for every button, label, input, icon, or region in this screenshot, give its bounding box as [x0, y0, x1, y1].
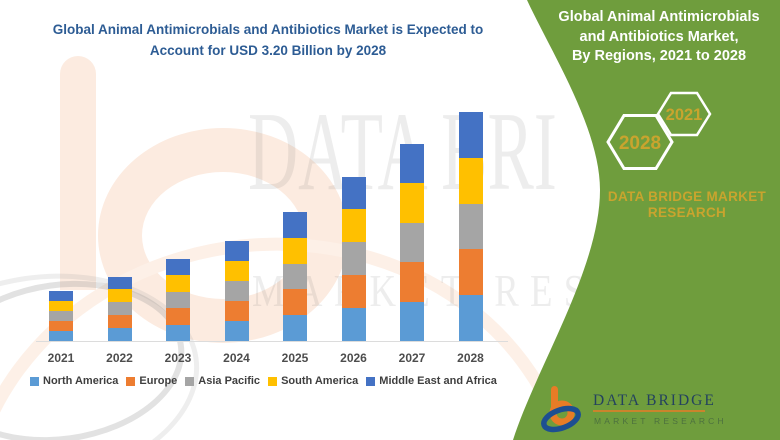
stacked-bar-2028 [458, 112, 483, 341]
bar-segment-europe [458, 249, 483, 296]
x-axis-tick-label: 2023 [164, 351, 192, 365]
x-axis-tick-label: 2025 [281, 351, 309, 365]
panel-title-line1: Global Animal Antimicrobials [558, 9, 760, 25]
bar-segment-europe [166, 308, 190, 325]
bar-segment-south-america [166, 275, 190, 292]
bar-segment-north-america [224, 321, 249, 341]
stacked-bar-2025 [283, 212, 307, 341]
bar-segment-south-america [107, 289, 132, 303]
x-axis-tick-label: 2028 [457, 351, 484, 365]
stacked-bar-2024 [224, 241, 249, 341]
legend-label: Asia Pacific [198, 375, 261, 387]
panel-brand-line2: RESEARCH [647, 205, 727, 220]
legend-swatch [366, 376, 376, 386]
stacked-bar-2027 [400, 144, 424, 341]
bar-segment-europe [224, 301, 249, 321]
bar-segment-asia-pacific [224, 281, 249, 301]
legend-item-north-america: North America [30, 375, 118, 387]
bar-segment-middle-east-and-africa [400, 144, 424, 184]
x-axis-tick-label: 2026 [340, 351, 367, 365]
panel-brand-name: DATA BRIDGE MARKET RESEARCH [602, 189, 772, 221]
panel-title: Global Animal Antimicrobials and Antibio… [543, 8, 775, 67]
legend-item-asia-pacific: Asia Pacific [185, 375, 260, 387]
year-badges: 2021 2028 [606, 91, 712, 170]
badge-start-year-label: 2021 [666, 106, 703, 124]
bar-segment-middle-east-and-africa [283, 212, 307, 238]
bar-segment-south-america [341, 209, 366, 243]
bar-segment-europe [49, 321, 73, 331]
data-bridge-logo-mark [541, 386, 581, 433]
bar-segment-europe [283, 289, 307, 316]
bar-segment-asia-pacific [107, 302, 132, 316]
stacked-bar-2021 [49, 291, 73, 341]
bar-segment-middle-east-and-africa [341, 176, 366, 210]
legend-label: South America [281, 375, 359, 387]
badge-end-year-label: 2028 [619, 133, 661, 154]
x-axis-tick-label: 2024 [223, 351, 250, 365]
legend-item-europe: Europe [126, 375, 177, 387]
chart-title: Global Animal Antimicrobials and Antibio… [28, 19, 508, 61]
bar-segment-north-america [458, 295, 483, 341]
bar-segment-north-america [400, 301, 424, 341]
bar-segment-south-america [283, 237, 307, 264]
bar-segment-asia-pacific [166, 291, 190, 308]
bar-segment-south-america [49, 301, 73, 311]
bar-segment-asia-pacific [458, 203, 483, 250]
bar-segment-middle-east-and-africa [107, 276, 132, 290]
bar-segment-north-america [283, 315, 307, 341]
chart-title-line2: Account for USD 3.20 Billion by 2028 [149, 43, 387, 58]
chart-legend: North America Europe Asia Pacific South Ame… [30, 375, 497, 387]
stacked-bar-2026 [341, 176, 366, 341]
stacked-bar-2022 [107, 276, 132, 341]
bar-segment-europe [400, 262, 424, 302]
bar-segment-north-america [49, 331, 73, 341]
bar-segment-north-america [166, 324, 190, 341]
panel-title-line3: By Regions, 2021 to 2028 [571, 48, 747, 64]
bar-segment-europe [107, 315, 132, 329]
chart-title-line1: Global Animal Antimicrobials and Antibio… [52, 22, 484, 37]
bar-segment-asia-pacific [283, 263, 307, 290]
bar-segment-north-america [341, 308, 366, 341]
legend-item-south-america: South America [268, 375, 358, 387]
bar-segment-middle-east-and-africa [166, 258, 190, 275]
bar-segment-middle-east-and-africa [458, 112, 483, 158]
bar-segment-europe [341, 275, 366, 309]
x-axis-tick-label: 2022 [106, 351, 133, 365]
x-axis-tick-label: 2027 [398, 351, 426, 365]
legend-swatch [30, 376, 39, 386]
logo-subtitle-label: MARKET RESEARCH [594, 416, 727, 426]
bar-segment-south-america [224, 261, 249, 281]
bar-segment-middle-east-and-africa [224, 241, 249, 261]
bar-segment-middle-east-and-africa [49, 291, 73, 301]
legend-item-middle-east-and-africa: Middle East and Africa [366, 375, 497, 387]
stacked-bar-2023 [166, 258, 190, 341]
logo-name-label: DATA BRIDGE [593, 392, 716, 409]
bar-segment-south-america [458, 157, 483, 204]
bar-segment-north-america [107, 328, 132, 341]
panel-title-line2: and Antibiotics Market, [579, 28, 739, 45]
bar-segment-asia-pacific [341, 242, 366, 276]
legend-swatch [185, 376, 195, 386]
data-bridge-logo: DATA BRIDGE MARKET RESEARCH [541, 386, 727, 433]
bar-segment-asia-pacific [400, 222, 424, 263]
panel-brand-line1: DATA BRIDGE MARKET [607, 189, 767, 204]
legend-label: Middle East and Africa [379, 375, 497, 387]
bar-segment-south-america [400, 183, 424, 223]
bar-segment-asia-pacific [49, 311, 73, 321]
legend-swatch [126, 376, 136, 386]
x-axis-tick-label: 2021 [47, 351, 75, 365]
legend-label: Europe [139, 375, 178, 387]
legend-swatch [268, 376, 278, 386]
legend-label: North America [43, 375, 119, 387]
